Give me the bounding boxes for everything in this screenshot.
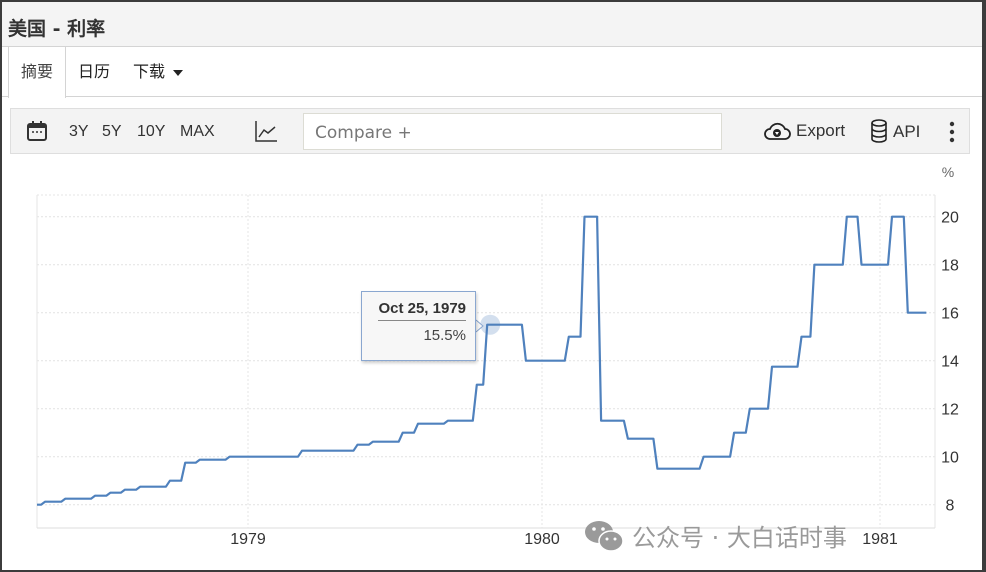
tooltip-date: Oct 25, 1979	[378, 300, 466, 321]
tab-calendar[interactable]: 日历	[78, 62, 111, 81]
y-tick-label: 12	[941, 402, 959, 419]
caret-down-icon	[173, 69, 184, 76]
y-tick-label: 10	[941, 450, 959, 467]
tab-bar: 摘要 日历 下载	[2, 47, 982, 98]
y-tick-label: 18	[941, 258, 959, 275]
chart-type-icon[interactable]	[254, 119, 278, 143]
tooltip-value: 15.5%	[423, 327, 466, 344]
title-bar: 美国 - 利率	[2, 2, 982, 47]
range-10y-button[interactable]: 10Y	[137, 123, 166, 140]
y-tick-label: 20	[941, 210, 959, 227]
range-3y-button[interactable]: 3Y	[69, 123, 89, 140]
x-tick-label: 1979	[230, 531, 266, 548]
export-button[interactable]: Export	[796, 121, 846, 140]
y-tick-label: 16	[941, 306, 959, 323]
y-tick-label: 8	[946, 498, 955, 515]
compare-input[interactable]: Compare +	[303, 113, 722, 150]
y-tick-label: 14	[941, 354, 959, 371]
highlight-point	[480, 314, 501, 335]
chart-toolbar: 3Y 5Y 10Y MAX Compare + Export API	[10, 108, 970, 154]
range-5y-button[interactable]: 5Y	[102, 123, 122, 140]
page-title: 美国 - 利率	[8, 18, 106, 40]
watermark: 公众号 · 大白话时事	[584, 518, 847, 553]
more-options-icon[interactable]	[949, 121, 955, 143]
tab-summary[interactable]: 摘要	[8, 47, 66, 98]
x-tick-label: 1981	[862, 531, 898, 548]
watermark-text: 公众号 · 大白话时事	[632, 524, 847, 552]
range-max-button[interactable]: MAX	[180, 123, 215, 140]
tooltip-pointer	[475, 319, 484, 333]
tooltip: Oct 25, 1979 15.5%	[361, 291, 476, 361]
series-line	[37, 215, 927, 506]
x-tick-label: 1980	[524, 531, 560, 548]
cloud-download-icon[interactable]	[763, 121, 791, 141]
database-icon[interactable]	[870, 119, 888, 143]
calendar-icon[interactable]	[26, 120, 48, 142]
api-button[interactable]: API	[893, 122, 921, 141]
tab-download-label: 下载	[133, 62, 166, 81]
tab-download[interactable]: 下载	[133, 47, 184, 97]
wechat-icon	[585, 520, 624, 552]
y-axis-unit: %	[942, 164, 954, 180]
